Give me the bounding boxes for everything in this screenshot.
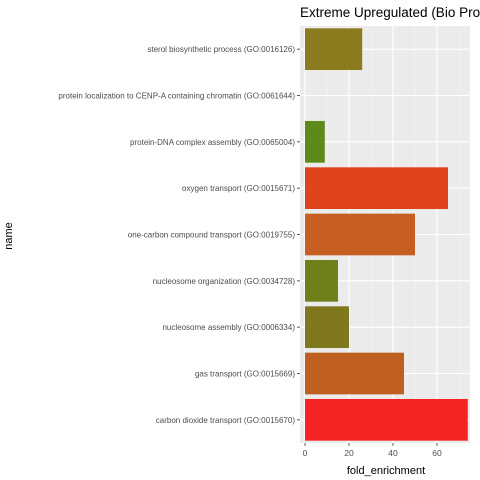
y-tick-label: carbon dioxide transport (GO:0015670) xyxy=(156,416,296,425)
bar xyxy=(305,353,404,395)
bar xyxy=(305,306,349,348)
bar xyxy=(305,399,468,441)
bar xyxy=(305,214,415,256)
y-tick-label: nucleosome assembly (GO:0006334) xyxy=(162,323,295,332)
bar xyxy=(305,28,362,70)
y-tick-label: oxygen transport (GO:0015671) xyxy=(182,184,295,193)
y-tick-label: sterol biosynthetic process (GO:0016126) xyxy=(147,45,295,54)
y-tick-label: protein localization to CENP-A containin… xyxy=(58,92,295,101)
y-tick-label: one-carbon compound transport (GO:001975… xyxy=(128,231,296,240)
chart-title: Extreme Upregulated (Bio Proc xyxy=(300,5,480,20)
y-tick-label: nucleosome organization (GO:0034728) xyxy=(153,277,296,286)
x-axis-label: fold_enrichment xyxy=(347,465,425,477)
x-tick-label: 0 xyxy=(303,448,308,458)
y-tick-label: protein-DNA complex assembly (GO:0065004… xyxy=(130,138,295,147)
y-axis-label: name xyxy=(3,222,15,250)
x-tick-label: 20 xyxy=(344,448,354,458)
bar xyxy=(305,260,338,302)
x-tick-label: 40 xyxy=(388,448,398,458)
x-tick-label: 60 xyxy=(432,448,442,458)
bar xyxy=(305,167,448,209)
bar xyxy=(305,121,325,163)
y-tick-label: gas transport (GO:0015669) xyxy=(195,370,295,379)
